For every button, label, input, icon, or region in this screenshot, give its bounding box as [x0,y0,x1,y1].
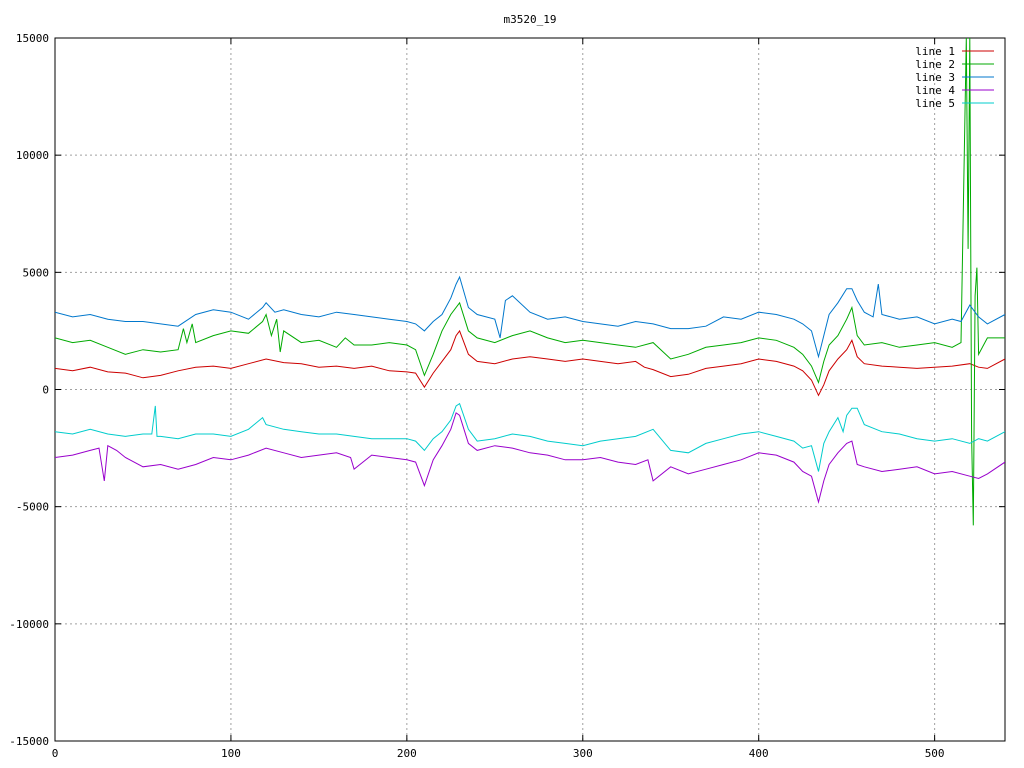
series-lines [55,38,1005,526]
legend-label-5: line 5 [915,97,955,110]
y-tick-label: 5000 [23,266,50,279]
series-line-2 [55,38,1005,526]
x-tick-label: 300 [573,747,593,760]
legend-label-1: line 1 [915,45,955,58]
series-line-3 [55,275,1005,359]
series-line-1 [55,329,1005,397]
y-tick-label: -5000 [16,501,49,514]
legend-label-2: line 2 [915,58,955,71]
y-tick-label: 15000 [16,32,49,45]
x-tick-label: 100 [221,747,241,760]
legend-label-3: line 3 [915,71,955,84]
x-tick-label: 200 [397,747,417,760]
chart-title: m3520_19 [504,13,557,26]
legend-label-4: line 4 [915,84,955,97]
series-line-5 [55,402,1005,472]
x-tick-label: 500 [925,747,945,760]
y-tick-label: 0 [42,384,49,397]
axes: 0 100 200 300 400 500 -15000 -10000 -5000 0 5000 10… [9,32,1006,760]
y-tick-label: -10000 [9,618,49,631]
x-tick-label: 0 [52,747,59,760]
y-tick-label: 10000 [16,149,49,162]
y-tick-label: -15000 [9,735,49,748]
grid-lines [55,38,1005,741]
series-line-4 [55,412,1005,504]
x-tick-label: 400 [749,747,769,760]
